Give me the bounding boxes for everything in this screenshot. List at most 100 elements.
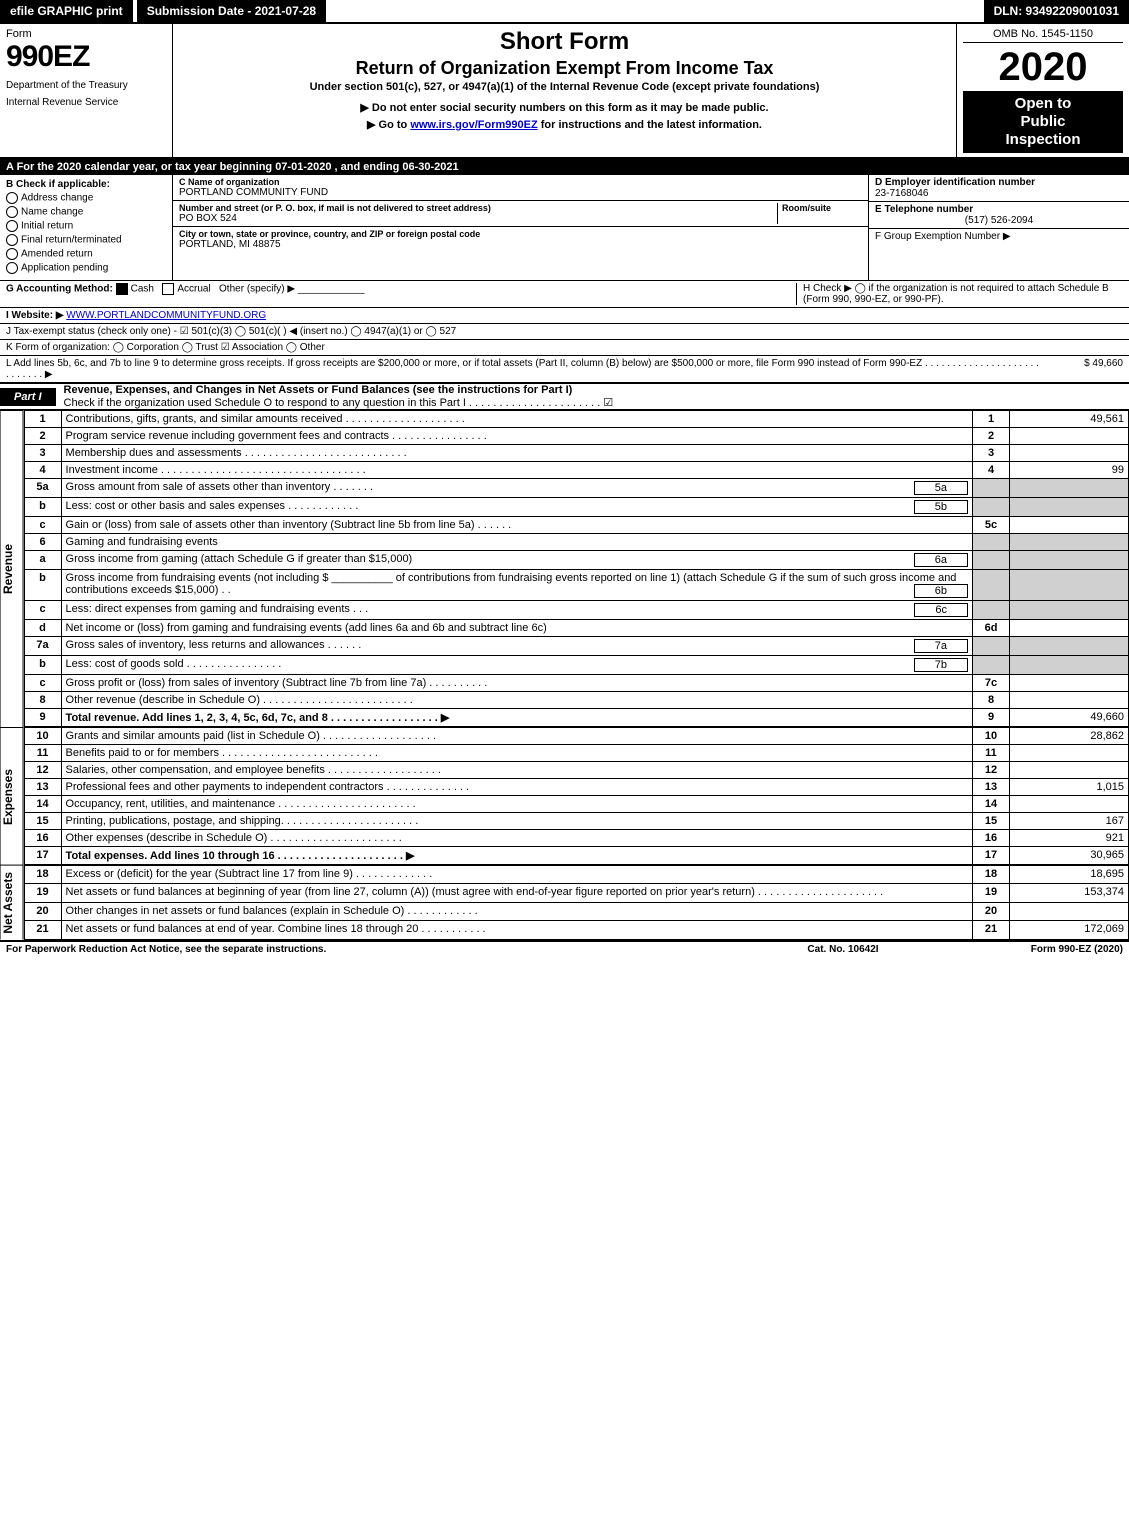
ln1-n: 1 bbox=[24, 411, 61, 428]
ln20-r: 20 bbox=[973, 902, 1010, 920]
ln17-text: Total expenses. Add lines 10 through 16 … bbox=[66, 850, 415, 862]
form-header: Form 990EZ Department of the Treasury In… bbox=[0, 24, 1129, 159]
ln17-a: 30,965 bbox=[1010, 847, 1129, 865]
ln5a-rs bbox=[973, 479, 1010, 498]
ln6c-n: c bbox=[24, 601, 61, 620]
row-l-value: $ 49,660 bbox=[1043, 358, 1123, 380]
ln14-n: 14 bbox=[24, 796, 61, 813]
ln21-n: 21 bbox=[24, 921, 61, 939]
ln6d-r: 6d bbox=[973, 620, 1010, 637]
ln4-n: 4 bbox=[24, 462, 61, 479]
ln8-a bbox=[1010, 692, 1129, 709]
ln16-n: 16 bbox=[24, 830, 61, 847]
irs-link[interactable]: www.irs.gov/Form990EZ bbox=[410, 119, 537, 131]
ln1-t: Contributions, gifts, grants, and simila… bbox=[61, 411, 972, 428]
ln20-t: Other changes in net assets or fund bala… bbox=[61, 902, 972, 920]
ln5b-as bbox=[1010, 498, 1129, 517]
chk-address-change[interactable]: Address change bbox=[6, 192, 166, 204]
ln5a-n: 5a bbox=[24, 479, 61, 498]
ln7b-t: Less: cost of goods sold . . . . . . . .… bbox=[61, 656, 972, 675]
top-bar: efile GRAPHIC print Submission Date - 20… bbox=[0, 0, 1129, 24]
ln21-r: 21 bbox=[973, 921, 1010, 939]
vtab-netassets: Net Assets bbox=[0, 865, 24, 940]
chk-cash[interactable] bbox=[116, 283, 128, 295]
form-number: 990EZ bbox=[6, 40, 166, 74]
lbl-address-change: Address change bbox=[21, 193, 93, 204]
ln6b-text: Gross income from fundraising events (no… bbox=[66, 572, 957, 596]
city-value: PORTLAND, MI 48875 bbox=[179, 239, 862, 250]
ln5b-t: Less: cost or other basis and sales expe… bbox=[61, 498, 972, 517]
ein-value: 23-7168046 bbox=[875, 188, 1123, 199]
netassets-table: 18Excess or (deficit) for the year (Subt… bbox=[24, 865, 1129, 940]
chk-amended-return[interactable]: Amended return bbox=[6, 248, 166, 260]
ln13-n: 13 bbox=[24, 779, 61, 796]
footer-left: For Paperwork Reduction Act Notice, see … bbox=[6, 944, 743, 955]
row-k: K Form of organization: ◯ Corporation ◯ … bbox=[0, 340, 1129, 356]
ln6c-as bbox=[1010, 601, 1129, 620]
ln7a-t: Gross sales of inventory, less returns a… bbox=[61, 637, 972, 656]
ln3-t: Membership dues and assessments . . . . … bbox=[61, 445, 972, 462]
ln13-a: 1,015 bbox=[1010, 779, 1129, 796]
ln9-t: Total revenue. Add lines 1, 2, 3, 4, 5c,… bbox=[61, 709, 972, 727]
inspect-1: Open to bbox=[967, 95, 1119, 113]
ln14-a bbox=[1010, 796, 1129, 813]
ln19-n: 19 bbox=[24, 884, 61, 902]
box-c: C Name of organization PORTLAND COMMUNIT… bbox=[173, 175, 868, 280]
dept-irs: Internal Revenue Service bbox=[6, 97, 166, 108]
lbl-cash: Cash bbox=[131, 284, 154, 295]
ln3-n: 3 bbox=[24, 445, 61, 462]
ln6d-n: d bbox=[24, 620, 61, 637]
lbl-amended-return: Amended return bbox=[21, 249, 93, 260]
website-link[interactable]: WWW.PORTLANDCOMMUNITYFUND.ORG bbox=[66, 310, 266, 321]
dept-treasury: Department of the Treasury bbox=[6, 80, 166, 91]
inspect-3: Inspection bbox=[967, 131, 1119, 149]
row-l: L Add lines 5b, 6c, and 7b to line 9 to … bbox=[0, 356, 1129, 383]
vtab-expenses: Expenses bbox=[0, 727, 24, 865]
inspect-2: Public bbox=[967, 113, 1119, 131]
ln18-a: 18,695 bbox=[1010, 866, 1129, 884]
ln18-t: Excess or (deficit) for the year (Subtra… bbox=[61, 866, 972, 884]
ln6a-t: Gross income from gaming (attach Schedul… bbox=[61, 551, 972, 570]
ln9-r: 9 bbox=[973, 709, 1010, 727]
ln5b-rs bbox=[973, 498, 1010, 517]
ln6a-rs bbox=[973, 551, 1010, 570]
ln15-r: 15 bbox=[973, 813, 1010, 830]
dln-label: DLN: 93492209001031 bbox=[984, 0, 1129, 22]
chk-accrual[interactable] bbox=[162, 283, 174, 295]
expenses-table: 10Grants and similar amounts paid (list … bbox=[24, 727, 1129, 865]
ln5a-t: Gross amount from sale of assets other t… bbox=[61, 479, 972, 498]
city-label: City or town, state or province, country… bbox=[179, 229, 862, 239]
ln12-r: 12 bbox=[973, 762, 1010, 779]
lbl-initial-return: Initial return bbox=[21, 221, 73, 232]
efile-print-button[interactable]: efile GRAPHIC print bbox=[0, 0, 133, 22]
lbl-final-return: Final return/terminated bbox=[21, 235, 122, 246]
ln6-n: 6 bbox=[24, 534, 61, 551]
part1-header: Part I Revenue, Expenses, and Changes in… bbox=[0, 383, 1129, 410]
ln14-t: Occupancy, rent, utilities, and maintena… bbox=[61, 796, 972, 813]
ln3-a bbox=[1010, 445, 1129, 462]
ln8-r: 8 bbox=[973, 692, 1010, 709]
ln7c-a bbox=[1010, 675, 1129, 692]
org-name: PORTLAND COMMUNITY FUND bbox=[179, 187, 862, 198]
chk-initial-return[interactable]: Initial return bbox=[6, 220, 166, 232]
page-footer: For Paperwork Reduction Act Notice, see … bbox=[0, 940, 1129, 957]
ln10-r: 10 bbox=[973, 728, 1010, 745]
ln6c-box: 6c bbox=[914, 603, 968, 617]
chk-application-pending[interactable]: Application pending bbox=[6, 262, 166, 274]
ln7c-n: c bbox=[24, 675, 61, 692]
room-label: Room/suite bbox=[782, 203, 862, 213]
header-mid: Short Form Return of Organization Exempt… bbox=[173, 24, 956, 157]
ln5c-n: c bbox=[24, 517, 61, 534]
ln14-r: 14 bbox=[973, 796, 1010, 813]
ln7a-box: 7a bbox=[914, 639, 968, 653]
row-i-label: I Website: ▶ bbox=[6, 310, 64, 321]
netassets-section: Net Assets 18Excess or (deficit) for the… bbox=[0, 865, 1129, 940]
ln5a-as bbox=[1010, 479, 1129, 498]
ln5c-r: 5c bbox=[973, 517, 1010, 534]
ln5b-n: b bbox=[24, 498, 61, 517]
chk-final-return[interactable]: Final return/terminated bbox=[6, 234, 166, 246]
row-i: I Website: ▶ WWW.PORTLANDCOMMUNITYFUND.O… bbox=[0, 308, 1129, 324]
ln5b-text: Less: cost or other basis and sales expe… bbox=[66, 500, 359, 512]
title-main: Short Form bbox=[179, 28, 950, 56]
chk-name-change[interactable]: Name change bbox=[6, 206, 166, 218]
